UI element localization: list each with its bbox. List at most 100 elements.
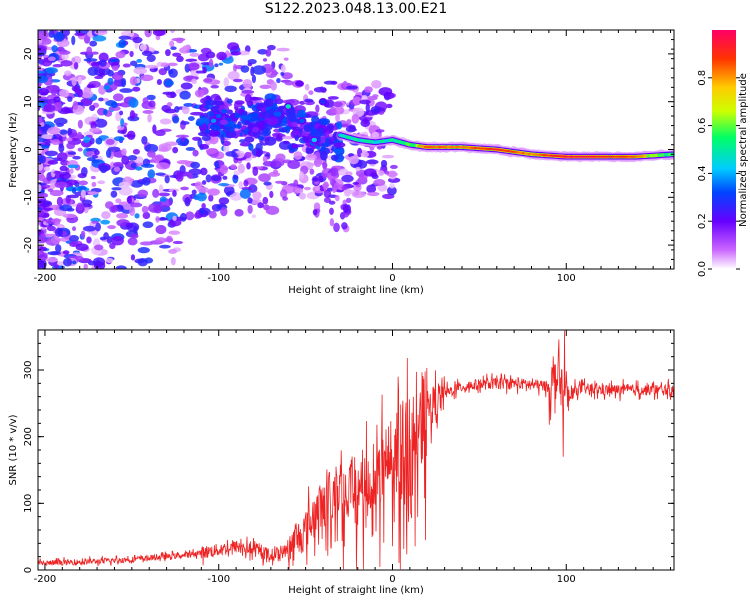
spectrogram-blob <box>170 30 175 34</box>
spectrogram-blob <box>142 221 154 229</box>
spectrogram-blob <box>341 185 348 191</box>
spectrogram-blob <box>109 242 116 250</box>
spectrogram-blob <box>221 108 228 114</box>
spectrogram-blob <box>169 40 175 48</box>
spectrogram-blob <box>130 180 144 188</box>
spectrogram-ytick-label: -20 <box>23 237 34 253</box>
spectrogram-blob <box>220 206 228 217</box>
spectrogram-blob <box>118 35 132 40</box>
spectrogram-blob <box>257 116 263 122</box>
spectrogram-blob <box>208 134 219 145</box>
spectrogram-blob <box>53 102 63 112</box>
spectrogram-blob <box>77 173 87 179</box>
spectrogram-blob <box>62 258 73 267</box>
spectrogram-blob <box>255 142 263 152</box>
spectrogram-blob <box>141 136 148 145</box>
spectrogram-blob <box>172 146 179 154</box>
spectrogram-blob <box>276 133 281 141</box>
spectrogram-blob <box>72 226 77 232</box>
spectrogram-blob <box>180 186 189 191</box>
spectrogram-blob <box>49 84 54 91</box>
spectrogram-xtick-label: 100 <box>557 273 576 284</box>
spectrogram-blob <box>159 118 172 125</box>
spectrogram-blob <box>194 89 205 98</box>
spectrogram-blob <box>227 42 240 51</box>
spectrogram-blob <box>155 216 160 223</box>
spectrogram-blob <box>137 189 149 198</box>
spectrogram-blob <box>251 214 257 219</box>
spectrogram-blob <box>201 135 211 142</box>
snr-ylabel: SNR (10 * v/v) <box>8 414 19 485</box>
spectrogram-blob <box>66 142 76 150</box>
spectrogram-blob <box>170 46 177 50</box>
spectrogram-blob <box>121 155 130 165</box>
spectrogram-blob <box>66 208 75 212</box>
spectrogram-blob <box>40 91 48 96</box>
spectrogram-blob <box>154 154 164 161</box>
spectrogram-blob <box>53 96 61 103</box>
spectrogram-blob <box>299 171 305 180</box>
spectrogram-blob <box>152 188 160 198</box>
spectrogram-blob <box>334 194 340 202</box>
spectrogram-blob <box>58 143 65 153</box>
spectrogram-blob <box>94 149 100 156</box>
snr-ytick-label: 100 <box>23 494 34 513</box>
spectrogram-blob <box>194 212 202 219</box>
spectrogram-blob <box>98 52 109 63</box>
spectrogram-blob <box>239 139 246 143</box>
spectrogram-blob <box>82 225 97 232</box>
spectrogram-blob <box>172 215 177 221</box>
spectrogram-blob <box>334 182 340 188</box>
spectrogram-blob <box>247 62 253 67</box>
spectrogram-blob <box>322 161 328 170</box>
spectrogram-blob <box>118 39 127 48</box>
spectrogram-ytick-label: 0 <box>23 146 34 152</box>
spectrogram-blob <box>230 50 242 56</box>
spectrogram-blob <box>50 169 56 178</box>
spectrogram-blob <box>172 190 177 197</box>
spectrogram-blob <box>74 32 86 37</box>
spectrogram-blob <box>363 168 377 177</box>
spectrogram-blob <box>330 167 339 177</box>
spectrogram-blob <box>352 181 360 185</box>
spectrogram-blob <box>240 115 252 120</box>
spectrogram-blob <box>294 187 304 194</box>
spectrogram-blob <box>71 76 77 87</box>
spectrogram-blob <box>38 75 49 84</box>
colorbar-tick-label: 0.6 <box>697 118 708 134</box>
colorbar-tick-label: 0.2 <box>697 213 708 229</box>
spectrogram-blob <box>234 209 244 217</box>
spectrogram-blob <box>191 189 197 195</box>
spectrogram-blob <box>148 100 156 108</box>
spectrogram-blob <box>214 63 219 68</box>
spectrogram-blob <box>378 87 393 96</box>
spectrogram-blob <box>360 151 370 158</box>
spectrogram-blob <box>225 151 237 157</box>
spectrogram-blob <box>172 115 180 124</box>
spectrogram-blob <box>144 30 152 38</box>
spectrogram-blob <box>233 174 239 180</box>
spectrogram-blob <box>275 153 286 162</box>
spectrogram-ylabel: Frequency (Hz) <box>8 112 19 188</box>
spectrogram-blob <box>155 224 167 235</box>
spectrogram-blob <box>363 118 368 124</box>
spectrogram-blob <box>116 213 129 219</box>
spectrogram-blob <box>72 155 81 160</box>
spectrogram-blob <box>45 257 58 263</box>
spectrogram-blob <box>323 197 331 204</box>
spectrogram-xtick-label: -200 <box>34 273 57 284</box>
spectrogram-blob <box>185 211 195 221</box>
spectrogram-blob <box>335 112 340 123</box>
spectrogram-blob <box>168 230 181 235</box>
spectrogram-blob <box>59 50 71 55</box>
spectrogram-blob <box>107 77 114 86</box>
spectrogram-blob <box>267 109 275 115</box>
spectrogram-blob <box>103 108 108 116</box>
spectrogram-blob <box>366 191 380 197</box>
spectrogram-blob <box>115 265 127 269</box>
spectrogram-blob <box>87 260 97 266</box>
spectrogram-blob <box>156 162 171 170</box>
spectrogram-blob <box>38 259 45 269</box>
spectrogram-blob <box>340 123 350 128</box>
spectrogram-blob <box>257 49 268 55</box>
